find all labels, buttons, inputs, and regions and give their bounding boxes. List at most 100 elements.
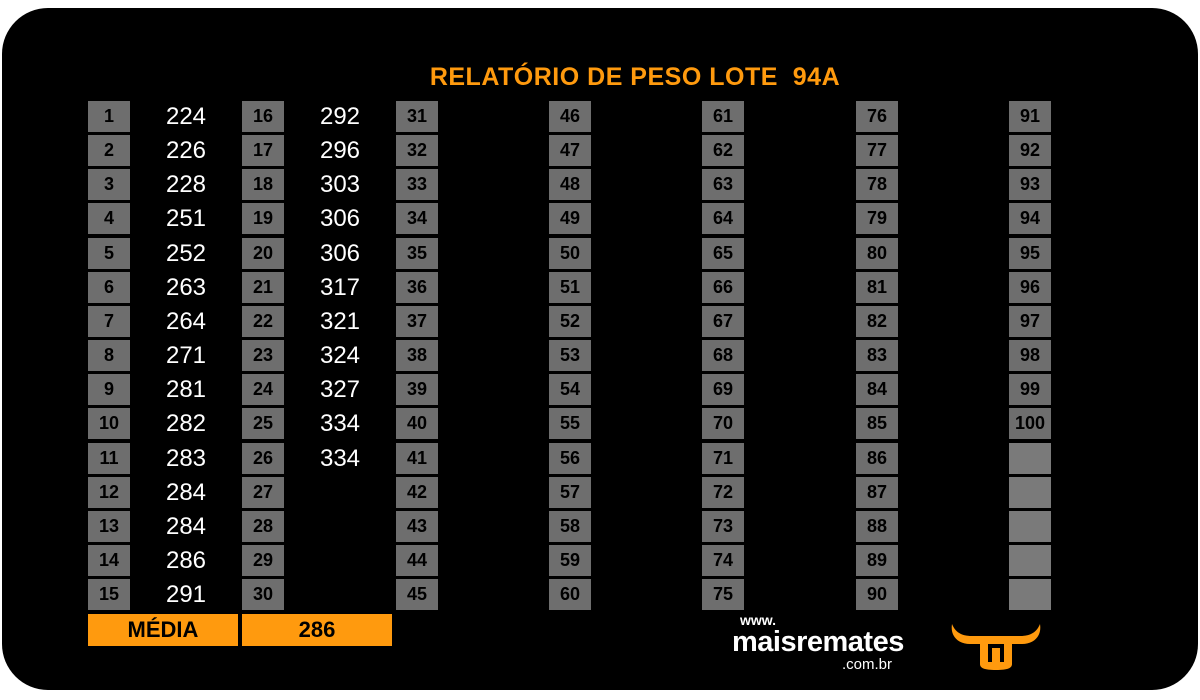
- animal-number-cell: 4: [88, 203, 130, 234]
- weight-value-cell: [609, 374, 685, 406]
- weight-value-cell: 306: [319, 240, 361, 267]
- weight-value-cell: [1069, 477, 1145, 509]
- animal-number-cell: 63: [702, 169, 744, 200]
- weight-value-cell: [762, 477, 838, 509]
- animal-number-cell: 12: [88, 477, 130, 508]
- animal-number-cell: 99: [1009, 374, 1051, 405]
- animal-number-cell: [1009, 579, 1051, 610]
- animal-number-cell: 86: [856, 443, 898, 474]
- animal-number-cell: 47: [549, 135, 591, 166]
- weight-value-cell: [1069, 511, 1145, 543]
- animal-number-cell: 92: [1009, 135, 1051, 166]
- weight-value-cell: [456, 374, 532, 406]
- animal-number-cell: 79: [856, 203, 898, 234]
- animal-number-cell: 64: [702, 203, 744, 234]
- animal-number-cell: 88: [856, 511, 898, 542]
- animal-number-cell: 50: [549, 238, 591, 269]
- weight-value-cell: [1069, 101, 1145, 133]
- weight-value-cell: [302, 545, 378, 577]
- animal-number-cell: 15: [88, 579, 130, 610]
- weight-value-cell: [762, 340, 838, 372]
- weight-value-cell: 334: [319, 410, 361, 437]
- weight-value-cell: [456, 169, 532, 201]
- animal-number-cell: 8: [88, 340, 130, 371]
- animal-number-cell: 94: [1009, 203, 1051, 234]
- weight-value-cell: 317: [319, 274, 361, 301]
- animal-number-cell: 10: [88, 408, 130, 439]
- animal-number-cell: 53: [549, 340, 591, 371]
- animal-number-cell: 72: [702, 477, 744, 508]
- animal-number-cell: 16: [242, 101, 284, 132]
- weight-value-cell: [916, 238, 992, 270]
- animal-number-cell: 45: [396, 579, 438, 610]
- weight-value-cell: [302, 511, 378, 543]
- animal-number-cell: 91: [1009, 101, 1051, 132]
- animal-number-cell: 29: [242, 545, 284, 576]
- weight-value-cell: 286: [165, 547, 207, 574]
- weight-value-cell: [609, 340, 685, 372]
- animal-number-cell: 18: [242, 169, 284, 200]
- animal-number-cell: [1009, 545, 1051, 576]
- weight-value-cell: [609, 203, 685, 235]
- weight-value-cell: [916, 443, 992, 475]
- weight-value-cell: [456, 408, 532, 440]
- weight-value-cell: [609, 511, 685, 543]
- animal-number-cell: 73: [702, 511, 744, 542]
- animal-number-cell: 80: [856, 238, 898, 269]
- animal-number-cell: 97: [1009, 306, 1051, 337]
- animal-number-cell: 57: [549, 477, 591, 508]
- animal-number-cell: 31: [396, 101, 438, 132]
- weight-value-cell: [609, 579, 685, 611]
- animal-number-cell: 62: [702, 135, 744, 166]
- weight-value-cell: [762, 579, 838, 611]
- animal-number-cell: 38: [396, 340, 438, 371]
- animal-number-cell: 65: [702, 238, 744, 269]
- weight-value-cell: 292: [319, 103, 361, 130]
- weight-value-cell: [916, 340, 992, 372]
- animal-number-cell: 90: [856, 579, 898, 610]
- animal-number-cell: 2: [88, 135, 130, 166]
- weight-value-cell: [456, 272, 532, 304]
- weight-value-cell: 264: [165, 308, 207, 335]
- brand-domain: .com.br: [842, 656, 893, 673]
- animal-number-cell: 69: [702, 374, 744, 405]
- weight-value-cell: [609, 238, 685, 270]
- bull-head-icon: [951, 624, 1041, 670]
- weight-value-cell: [916, 306, 992, 338]
- weight-value-cell: [609, 545, 685, 577]
- animal-number-cell: [1009, 511, 1051, 542]
- weight-value-cell: [762, 511, 838, 543]
- animal-number-cell: 44: [396, 545, 438, 576]
- weight-value-cell: 324: [319, 342, 361, 369]
- weight-value-cell: [456, 203, 532, 235]
- weight-value-cell: [456, 306, 532, 338]
- animal-number-cell: 98: [1009, 340, 1051, 371]
- weight-value-cell: [762, 169, 838, 201]
- animal-number-cell: 60: [549, 579, 591, 610]
- weight-value-cell: 282: [165, 410, 207, 437]
- animal-number-cell: [1009, 443, 1051, 474]
- animal-number-cell: [1009, 477, 1051, 508]
- animal-number-cell: 21: [242, 272, 284, 303]
- weight-value-cell: [916, 408, 992, 440]
- weight-value-cell: 224: [165, 103, 207, 130]
- weight-value-cell: [609, 169, 685, 201]
- animal-number-cell: 43: [396, 511, 438, 542]
- weight-value-cell: [916, 477, 992, 509]
- animal-number-cell: 61: [702, 101, 744, 132]
- animal-number-cell: 35: [396, 238, 438, 269]
- animal-number-cell: 66: [702, 272, 744, 303]
- animal-number-cell: 26: [242, 443, 284, 474]
- weight-value-cell: [762, 101, 838, 133]
- weight-value-cell: [456, 579, 532, 611]
- weight-value-cell: [609, 135, 685, 167]
- animal-number-cell: 34: [396, 203, 438, 234]
- animal-number-cell: 58: [549, 511, 591, 542]
- weight-value-cell: [609, 272, 685, 304]
- animal-number-cell: 83: [856, 340, 898, 371]
- weight-value-cell: [762, 238, 838, 270]
- weight-value-cell: [1069, 306, 1145, 338]
- animal-number-cell: 85: [856, 408, 898, 439]
- weight-value-cell: 296: [319, 137, 361, 164]
- weight-value-cell: [456, 101, 532, 133]
